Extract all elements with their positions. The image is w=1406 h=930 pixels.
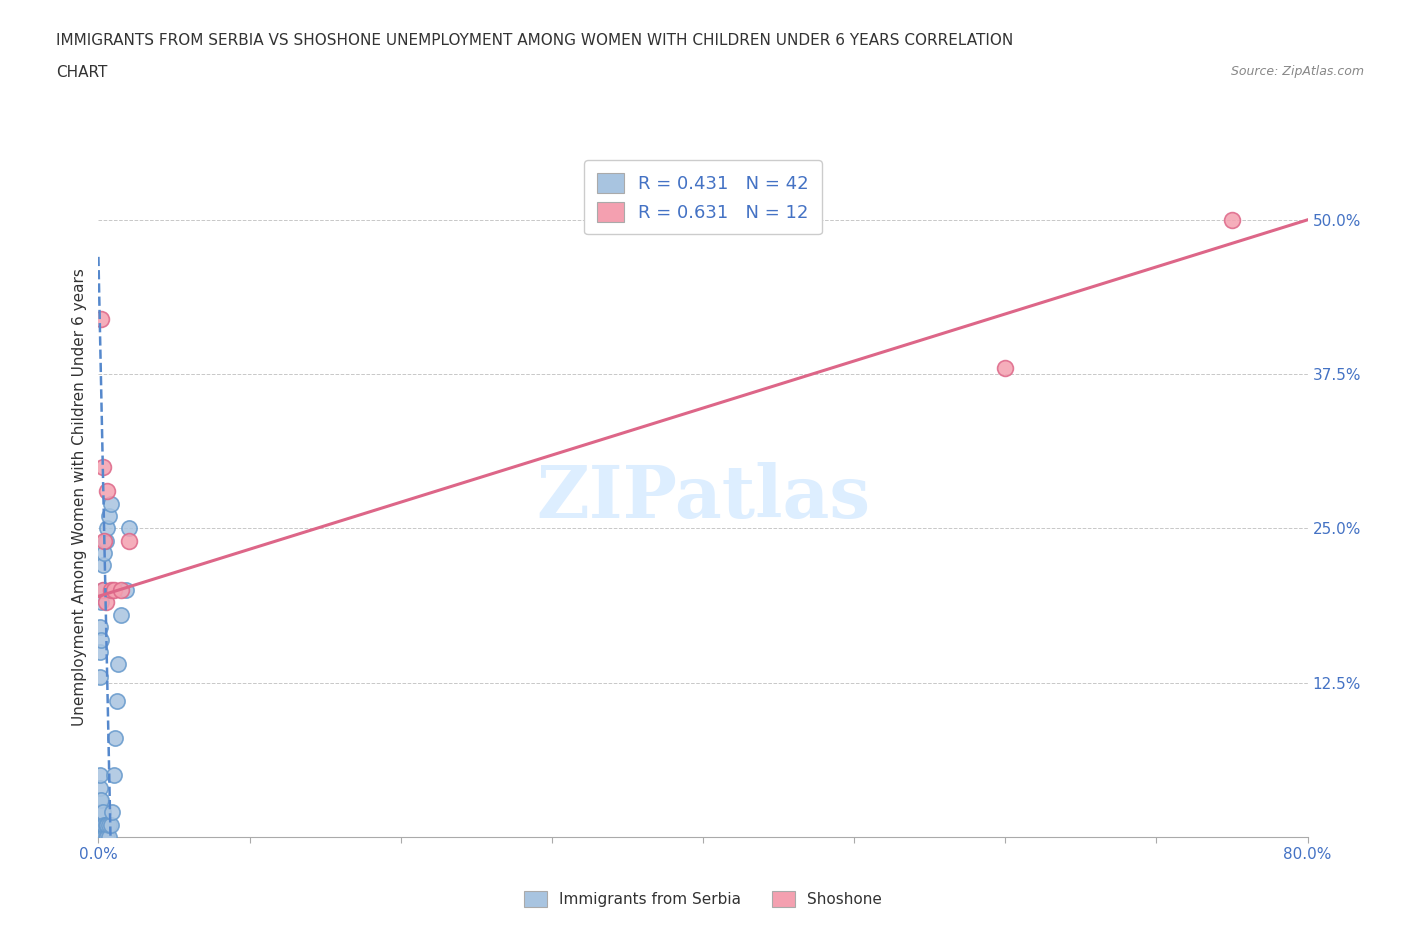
Point xyxy=(103,768,125,783)
Point xyxy=(100,583,122,598)
Point xyxy=(98,830,121,844)
Legend: Immigrants from Serbia, Shoshone: Immigrants from Serbia, Shoshone xyxy=(517,884,889,913)
Point xyxy=(93,817,115,832)
Point xyxy=(110,583,132,598)
Point xyxy=(89,644,111,659)
Point xyxy=(114,583,136,598)
Point xyxy=(90,817,112,832)
Point xyxy=(89,780,111,795)
Point xyxy=(101,804,124,819)
Point xyxy=(93,533,115,548)
Point xyxy=(89,669,111,684)
Point xyxy=(96,817,118,832)
Point xyxy=(100,497,122,512)
Point xyxy=(103,583,125,598)
Point xyxy=(91,804,114,819)
Point xyxy=(105,694,128,709)
Point xyxy=(100,817,122,832)
Point xyxy=(90,312,112,326)
Text: ZIPatlas: ZIPatlas xyxy=(536,462,870,533)
Point xyxy=(89,817,111,832)
Point xyxy=(91,558,114,573)
Text: IMMIGRANTS FROM SERBIA VS SHOSHONE UNEMPLOYMENT AMONG WOMEN WITH CHILDREN UNDER : IMMIGRANTS FROM SERBIA VS SHOSHONE UNEMP… xyxy=(56,33,1014,47)
Point xyxy=(91,830,114,844)
Point xyxy=(91,817,114,832)
Point xyxy=(96,830,118,844)
Point xyxy=(118,521,141,536)
Legend: R = 0.431   N = 42, R = 0.631   N = 12: R = 0.431 N = 42, R = 0.631 N = 12 xyxy=(585,160,821,234)
Point xyxy=(90,804,112,819)
Point xyxy=(94,595,117,610)
Point xyxy=(93,830,115,844)
Point xyxy=(89,830,111,844)
Point xyxy=(89,619,111,634)
Point xyxy=(96,484,118,498)
Point xyxy=(96,521,118,536)
Point xyxy=(89,804,111,819)
Point xyxy=(90,792,112,807)
Point xyxy=(994,361,1017,376)
Point xyxy=(89,768,111,783)
Point xyxy=(91,583,114,598)
Point xyxy=(118,533,141,548)
Point xyxy=(91,459,114,474)
Point xyxy=(94,817,117,832)
Point xyxy=(91,583,114,598)
Point xyxy=(89,792,111,807)
Text: Source: ZipAtlas.com: Source: ZipAtlas.com xyxy=(1230,65,1364,78)
Y-axis label: Unemployment Among Women with Children Under 6 years: Unemployment Among Women with Children U… xyxy=(72,269,87,726)
Text: CHART: CHART xyxy=(56,65,108,80)
Point xyxy=(94,830,117,844)
Point xyxy=(98,509,121,524)
Point xyxy=(107,657,129,671)
Point xyxy=(90,595,112,610)
Point xyxy=(90,830,112,844)
Point xyxy=(98,817,121,832)
Point xyxy=(94,533,117,548)
Point xyxy=(93,546,115,561)
Point xyxy=(104,731,127,746)
Point xyxy=(90,632,112,647)
Point xyxy=(110,607,132,622)
Point xyxy=(1220,212,1243,227)
